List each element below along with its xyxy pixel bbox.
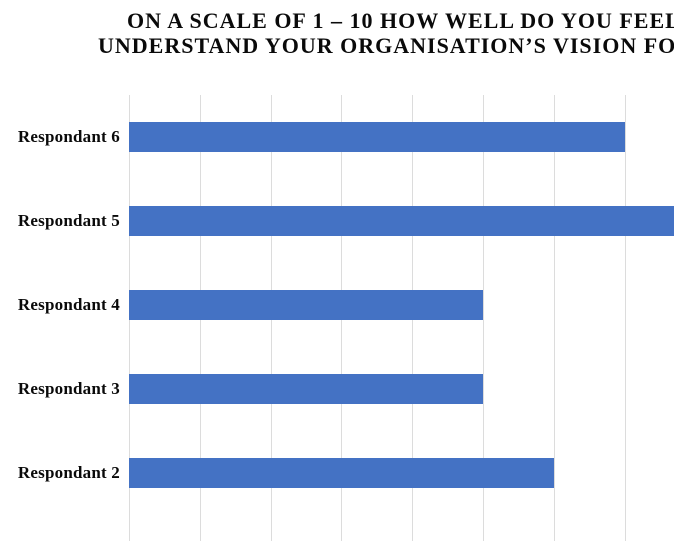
bar <box>129 374 483 404</box>
bar <box>129 206 674 236</box>
gridline <box>625 95 626 541</box>
category-label: Respondant 2 <box>17 463 120 482</box>
chart-title-line2: UNDERSTAND YOUR ORGANISATION’S VISION FO <box>98 33 674 58</box>
bar <box>129 122 625 152</box>
category-label: Respondant 3 <box>17 379 120 398</box>
bar <box>129 458 554 488</box>
gridline <box>554 95 555 541</box>
gridline <box>483 95 484 541</box>
plot-area <box>129 95 674 541</box>
category-label: Respondant 4 <box>17 295 120 314</box>
chart-title-line1: ON A SCALE OF 1 – 10 HOW WELL DO YOU FEE… <box>127 8 674 33</box>
category-label: Respondant 6 <box>17 127 120 146</box>
bar <box>129 290 483 320</box>
category-label: Respondant 5 <box>17 211 120 230</box>
